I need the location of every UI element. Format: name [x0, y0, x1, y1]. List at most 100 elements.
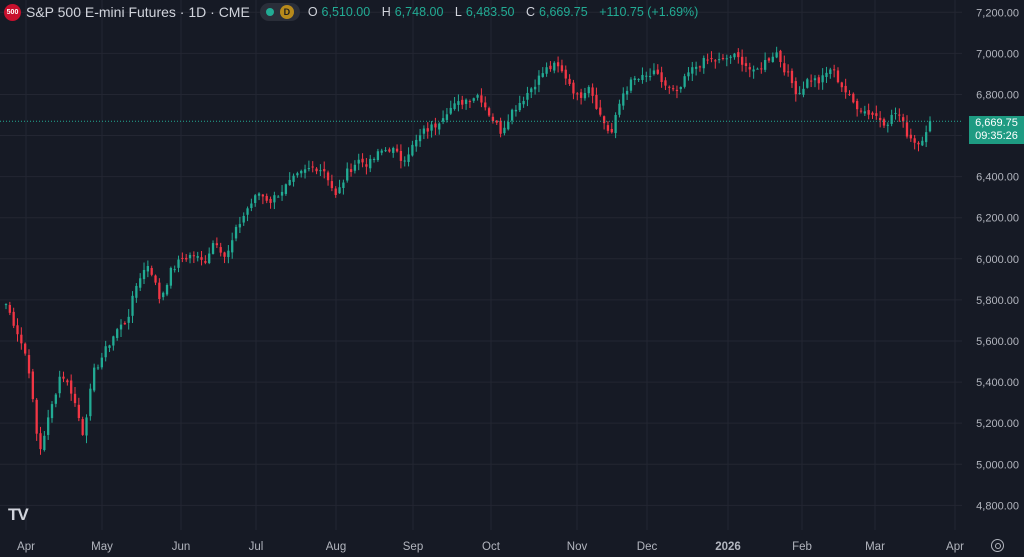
candle-body: [411, 144, 414, 156]
candle-body: [307, 168, 311, 170]
candle-body: [384, 150, 387, 152]
candle-body: [430, 124, 433, 131]
candle-body: [43, 435, 46, 451]
x-tick-label: Nov: [567, 541, 588, 553]
candle-body: [848, 94, 851, 96]
candle-body: [464, 99, 468, 104]
candle-body: [771, 56, 774, 63]
candle-body: [856, 101, 859, 110]
candle-body: [740, 56, 744, 65]
candle-body: [890, 114, 893, 124]
candle-body: [530, 88, 533, 93]
candle-body: [173, 269, 176, 271]
candle-body: [208, 253, 211, 264]
candle-body: [399, 150, 403, 161]
candle-body: [905, 122, 909, 137]
candle-body: [12, 311, 15, 326]
candle-body: [763, 59, 767, 70]
y-tick-label: 5,200.00: [976, 418, 1019, 430]
tradingview-logo[interactable]: TV: [8, 505, 29, 524]
candle-body: [250, 203, 253, 209]
symbol-title[interactable]: S&P 500 E-mini Futures · 1D · CME: [26, 4, 250, 20]
candle-body: [595, 94, 598, 109]
candle-body: [875, 113, 878, 116]
candle-body: [476, 95, 479, 98]
candle-body: [457, 101, 460, 105]
candle-body: [744, 63, 748, 66]
gear-icon[interactable]: [991, 539, 1004, 552]
candle-body: [81, 419, 84, 435]
candle-body: [135, 285, 138, 298]
symbol-logo: 500: [4, 3, 21, 21]
candle-body: [545, 67, 548, 74]
candle-body: [863, 111, 866, 114]
candle-body: [522, 100, 525, 105]
candle-body: [131, 295, 134, 316]
candle-body: [353, 164, 357, 171]
candle-body: [395, 148, 399, 152]
candle-body: [346, 168, 349, 181]
candle-body: [376, 151, 380, 161]
candle-body: [242, 215, 245, 223]
candle-body: [365, 164, 368, 167]
y-tick-label: 6,800.00: [976, 89, 1019, 101]
candle-body: [487, 108, 491, 116]
candle-body: [514, 109, 518, 112]
candle-body: [679, 87, 682, 90]
candle-body: [859, 110, 863, 112]
candle-body: [867, 110, 870, 115]
candle-body: [123, 323, 127, 325]
candle-body: [27, 355, 31, 374]
candle-body: [806, 79, 809, 88]
candle-body: [614, 114, 617, 134]
candle-body: [894, 112, 897, 114]
candle-body: [817, 77, 820, 84]
candle-body: [277, 196, 280, 198]
candle-body: [223, 252, 226, 257]
candle-body: [177, 259, 180, 268]
candle-body: [733, 53, 736, 58]
market-open-dot-icon: [265, 8, 274, 16]
candle-body: [687, 72, 690, 77]
candle-body: [710, 58, 713, 60]
candle-body: [357, 159, 360, 164]
candle-body: [921, 140, 924, 146]
candle-body: [925, 132, 928, 143]
candle-body: [832, 69, 836, 71]
candle-body: [50, 404, 54, 419]
candle-body: [917, 142, 920, 145]
y-tick-label: 4,800.00: [976, 500, 1019, 512]
candle-body: [656, 69, 659, 74]
candle-body: [660, 72, 663, 83]
candle-body: [265, 195, 268, 201]
candle-body: [461, 99, 464, 105]
candle-body: [66, 380, 69, 383]
candle-body: [852, 93, 855, 103]
candle-body: [303, 169, 307, 173]
candle-body: [284, 184, 288, 194]
market-status-pill[interactable]: D: [259, 3, 300, 21]
candle-body: [836, 70, 840, 83]
candle-body: [714, 60, 717, 62]
candle-body: [541, 73, 544, 77]
candle-body: [840, 82, 843, 88]
candle-body: [591, 87, 594, 96]
candle-body: [234, 226, 238, 239]
candle-body: [491, 116, 495, 122]
candle-body: [100, 357, 104, 368]
candle-body: [587, 87, 590, 94]
current-price-label: 6,669.75: [975, 117, 1018, 129]
candle-body: [683, 76, 686, 87]
candle-body: [779, 50, 782, 63]
candle-body: [821, 75, 824, 83]
x-tick-label: 2026: [715, 541, 741, 553]
candle-body: [204, 261, 207, 263]
candle-body: [280, 191, 284, 196]
candle-body: [24, 343, 27, 354]
y-tick-label: 5,400.00: [976, 377, 1019, 389]
candle-body: [142, 269, 146, 280]
candle-body: [296, 173, 299, 176]
candle-body: [453, 103, 456, 110]
x-tick-label: Aug: [326, 541, 346, 553]
